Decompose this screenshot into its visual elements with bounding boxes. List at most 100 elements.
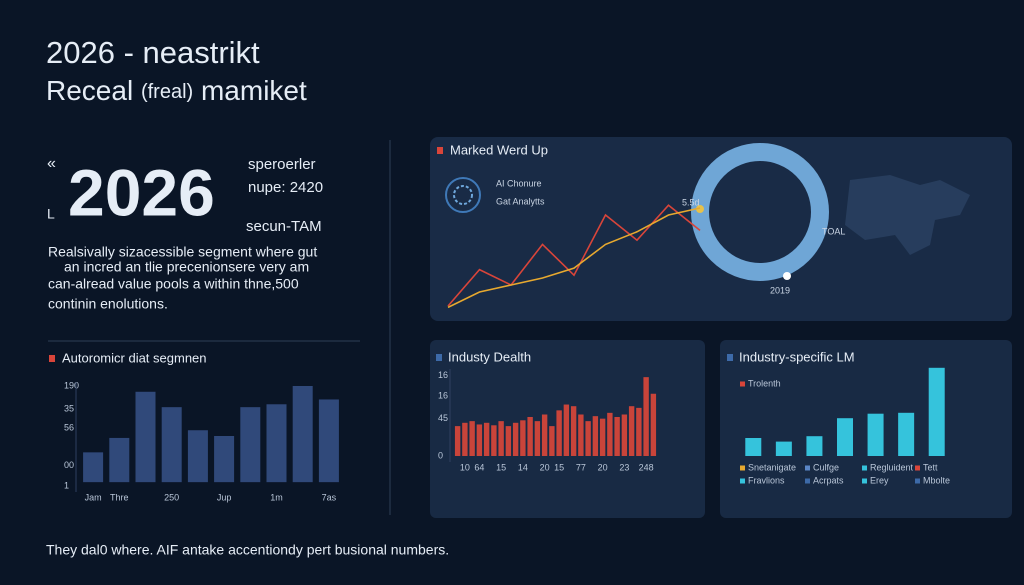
bar bbox=[527, 416, 533, 456]
page-title: 2026 - neastrikt bbox=[46, 35, 260, 70]
bar bbox=[454, 426, 461, 456]
panel-title: Industy Dealth bbox=[448, 349, 531, 364]
page-subtitle: Receal (freal) mamiket bbox=[46, 75, 307, 106]
subtitle-part: Receal bbox=[46, 75, 133, 106]
legend-swatch bbox=[915, 478, 920, 484]
bar bbox=[614, 416, 620, 456]
bar bbox=[541, 414, 548, 456]
x-tick-label: 248 bbox=[639, 462, 654, 472]
donut-dot bbox=[783, 272, 791, 280]
y-tick-label: 00 bbox=[64, 460, 74, 470]
panel-title: Marked Werd Up bbox=[450, 142, 548, 157]
bar bbox=[161, 407, 182, 483]
bar bbox=[650, 393, 657, 456]
legend-label: Tett bbox=[923, 462, 938, 472]
line bbox=[447, 207, 701, 309]
x-tick-label: Jup bbox=[217, 492, 232, 502]
bar bbox=[643, 377, 649, 456]
panel bbox=[720, 340, 1012, 518]
bar bbox=[318, 399, 339, 483]
x-tick-label: 77 bbox=[576, 462, 586, 472]
title-marker bbox=[49, 355, 55, 362]
bar bbox=[806, 436, 823, 456]
y-tick-label: 35 bbox=[64, 403, 74, 413]
bar bbox=[599, 418, 606, 456]
icon bbox=[453, 185, 473, 205]
bar bbox=[898, 412, 915, 456]
y-tick-label: 56 bbox=[64, 423, 74, 433]
legend-swatch bbox=[862, 465, 867, 471]
bar bbox=[462, 422, 468, 456]
bar bbox=[476, 424, 483, 456]
legend-label: Erey bbox=[870, 475, 889, 485]
bar bbox=[570, 406, 577, 456]
hero-side: secun-TAM bbox=[246, 218, 322, 235]
bar bbox=[214, 436, 235, 483]
x-tick-label: 10 bbox=[460, 462, 470, 472]
annotation: AI Chonure bbox=[496, 178, 542, 188]
hero-description: Realsivally sizacessible segment where g… bbox=[48, 244, 317, 260]
bar bbox=[240, 407, 261, 483]
annotation: Gat Analytts bbox=[496, 196, 545, 206]
x-tick-label: Jam bbox=[85, 492, 102, 502]
title-marker bbox=[437, 147, 443, 154]
panel-title: Autoromicr diat segmnen bbox=[62, 350, 207, 365]
y-tick-label: 45 bbox=[438, 413, 448, 423]
bar bbox=[621, 414, 628, 456]
bar bbox=[483, 422, 490, 456]
y-tick-label: 190 bbox=[64, 380, 79, 390]
legend-swatch bbox=[740, 478, 745, 484]
hero-side: nupe: 2420 bbox=[248, 179, 323, 196]
line bbox=[447, 204, 701, 307]
y-tick-label: 16 bbox=[438, 370, 448, 380]
title-marker bbox=[436, 354, 442, 361]
bar bbox=[534, 421, 541, 456]
bar bbox=[512, 422, 519, 456]
bar bbox=[563, 404, 570, 456]
bar bbox=[578, 414, 584, 456]
bar bbox=[585, 421, 591, 456]
bar bbox=[837, 418, 853, 456]
hero-side: speroerler bbox=[248, 156, 316, 173]
bar bbox=[867, 413, 884, 456]
x-tick-label: Thre bbox=[110, 492, 129, 502]
bar bbox=[109, 437, 130, 483]
bar bbox=[745, 438, 762, 456]
hero-marker: L bbox=[47, 206, 55, 222]
donut-dot bbox=[696, 205, 704, 213]
bar bbox=[556, 410, 562, 456]
x-tick-label: 250 bbox=[164, 492, 179, 502]
bar bbox=[83, 452, 104, 483]
x-tick-label: 14 bbox=[518, 462, 528, 472]
panel-title: Industry-specific LM bbox=[739, 349, 855, 364]
hero-description: continin enolutions. bbox=[48, 296, 168, 312]
bar bbox=[266, 404, 287, 483]
x-tick-label: 64 bbox=[474, 462, 484, 472]
legend-swatch bbox=[805, 465, 810, 471]
annotation: 5.5d bbox=[682, 197, 700, 207]
bar bbox=[549, 426, 555, 456]
bar bbox=[520, 420, 526, 456]
legend-label: Snetanigate bbox=[748, 462, 796, 472]
subtitle-part: mamiket bbox=[201, 75, 307, 106]
y-tick-label: 0 bbox=[438, 450, 443, 460]
x-tick-label: 15 bbox=[554, 462, 564, 472]
legend-swatch bbox=[805, 478, 810, 484]
bar bbox=[592, 416, 599, 456]
title-marker bbox=[727, 354, 733, 361]
x-tick-label: 20 bbox=[540, 462, 550, 472]
bar bbox=[628, 406, 635, 456]
hero-description: an incred an tlie precenionsere very am bbox=[64, 259, 309, 275]
bar bbox=[607, 412, 613, 456]
bar bbox=[505, 426, 512, 456]
legend-label: Trolenth bbox=[748, 378, 781, 388]
legend-label: Acrpats bbox=[813, 475, 844, 485]
y-tick-label: 16 bbox=[438, 391, 448, 401]
annotation: 2019 bbox=[770, 285, 790, 295]
x-tick-label: 7as bbox=[322, 492, 337, 502]
x-tick-label: 15 bbox=[496, 462, 506, 472]
bar bbox=[928, 367, 945, 456]
hero-description: can-alread value pools a within thne,500 bbox=[48, 276, 299, 292]
hero-marker: « bbox=[47, 155, 56, 172]
